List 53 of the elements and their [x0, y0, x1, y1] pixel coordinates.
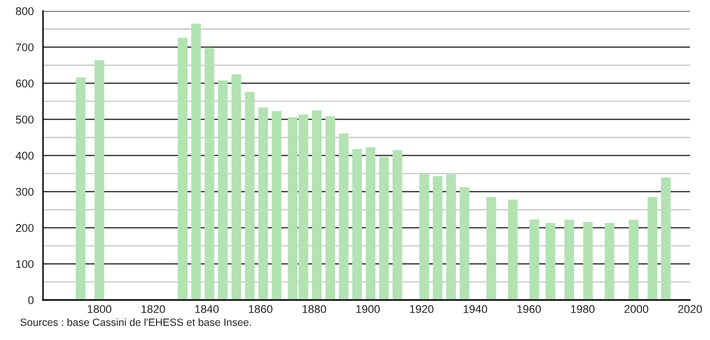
bar: [604, 223, 614, 300]
x-tick-label: 1880: [302, 305, 326, 314]
bar: [312, 110, 322, 300]
x-tick-label: 1920: [410, 305, 434, 314]
bar: [392, 150, 402, 300]
bar: [529, 219, 540, 300]
bar: [583, 222, 593, 300]
y-tick-label: 800: [16, 7, 34, 16]
x-tick-label: 1900: [356, 305, 380, 314]
x-tick-label: 2000: [624, 305, 648, 314]
x-tick-label: 1840: [195, 305, 219, 314]
x-tick-label: 1820: [142, 305, 165, 314]
bar: [419, 174, 430, 300]
x-tick-label: 1960: [517, 305, 541, 314]
bar: [379, 156, 389, 300]
bar: [325, 116, 336, 300]
bar: [94, 60, 104, 300]
bar: [446, 174, 456, 300]
y-tick-label: 700: [16, 43, 34, 52]
y-tick-label: 100: [16, 260, 34, 268]
bar: [508, 200, 518, 300]
y-tick-label: 200: [16, 224, 34, 232]
bar: [432, 176, 442, 300]
y-tick-label: 300: [16, 188, 34, 196]
y-tick-label: 600: [16, 80, 34, 88]
bar: [244, 92, 255, 300]
bar: [258, 107, 268, 300]
bar: [486, 197, 496, 300]
y-tick-label: 0: [28, 296, 34, 304]
bar: [76, 77, 86, 300]
x-tick-label: 2020: [678, 305, 702, 314]
bar: [366, 147, 376, 300]
bar: [352, 148, 362, 300]
bar: [191, 24, 201, 300]
bar: [218, 80, 228, 300]
x-tick-label: 1980: [571, 305, 595, 314]
y-tick-label: 500: [16, 116, 34, 124]
bar: [648, 197, 658, 300]
x-tick-label: 1860: [248, 305, 272, 314]
bar: [272, 111, 282, 300]
bar: [661, 178, 671, 300]
bar: [546, 223, 556, 300]
x-tick-label: 1800: [88, 305, 112, 314]
bar: [628, 220, 638, 300]
x-tick-label: 1940: [464, 305, 488, 314]
bar: [338, 133, 349, 300]
bar: [231, 74, 242, 300]
bar: [204, 47, 214, 300]
bar: [460, 187, 470, 300]
bar: [564, 220, 574, 300]
source-note: Sources : base Cassini de l'EHESS et base Insee.: [20, 318, 251, 326]
y-tick-label: 400: [16, 152, 34, 160]
bar: [178, 38, 188, 300]
